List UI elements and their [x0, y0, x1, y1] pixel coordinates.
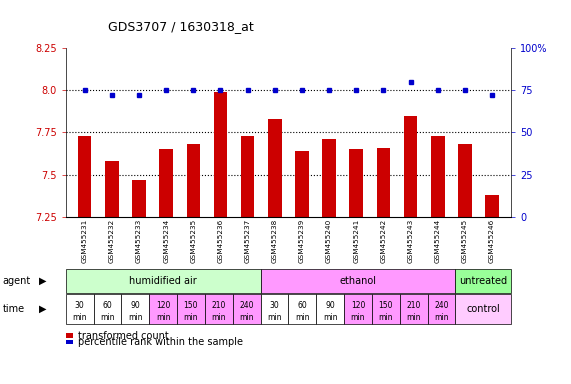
Bar [377, 148, 390, 217]
Text: 60: 60 [297, 301, 307, 310]
Text: min: min [100, 313, 115, 322]
Text: 210: 210 [407, 301, 421, 310]
Text: min: min [267, 313, 282, 322]
Text: GDS3707 / 1630318_at: GDS3707 / 1630318_at [108, 20, 254, 33]
Bar [322, 139, 336, 217]
Text: 60: 60 [103, 301, 112, 310]
Text: min: min [239, 313, 254, 322]
Text: 120: 120 [156, 301, 170, 310]
Text: agent: agent [3, 276, 31, 286]
Text: 120: 120 [351, 301, 365, 310]
Text: min: min [184, 313, 198, 322]
Text: time: time [3, 304, 25, 314]
Bar [105, 161, 119, 217]
Text: min: min [211, 313, 226, 322]
Text: 240: 240 [434, 301, 449, 310]
Text: min: min [351, 313, 365, 322]
Text: 30: 30 [270, 301, 279, 310]
Text: min: min [407, 313, 421, 322]
Text: 210: 210 [212, 301, 226, 310]
Bar [241, 136, 255, 217]
Text: ethanol: ethanol [339, 276, 376, 286]
Text: 240: 240 [239, 301, 254, 310]
Text: 90: 90 [325, 301, 335, 310]
Text: 90: 90 [130, 301, 140, 310]
Text: humidified air: humidified air [129, 276, 197, 286]
Text: 150: 150 [184, 301, 198, 310]
Bar [187, 144, 200, 217]
Text: min: min [128, 313, 143, 322]
Text: percentile rank within the sample: percentile rank within the sample [78, 337, 243, 347]
Bar [132, 180, 146, 217]
Text: 30: 30 [75, 301, 85, 310]
Bar [349, 149, 363, 217]
Text: 150: 150 [379, 301, 393, 310]
Bar [78, 136, 91, 217]
Text: min: min [156, 313, 170, 322]
Bar [458, 144, 472, 217]
Text: min: min [379, 313, 393, 322]
Bar [404, 116, 417, 217]
Bar [431, 136, 444, 217]
Text: control: control [467, 304, 500, 314]
Text: min: min [295, 313, 309, 322]
Text: transformed count: transformed count [78, 331, 169, 341]
Bar [214, 92, 227, 217]
Bar [268, 119, 282, 217]
Bar [295, 151, 309, 217]
Bar [159, 149, 173, 217]
Text: min: min [434, 313, 449, 322]
Text: ▶: ▶ [39, 276, 46, 286]
Text: ▶: ▶ [39, 304, 46, 314]
Text: min: min [73, 313, 87, 322]
Bar [485, 195, 499, 217]
Text: untreated: untreated [459, 276, 507, 286]
Text: min: min [323, 313, 337, 322]
